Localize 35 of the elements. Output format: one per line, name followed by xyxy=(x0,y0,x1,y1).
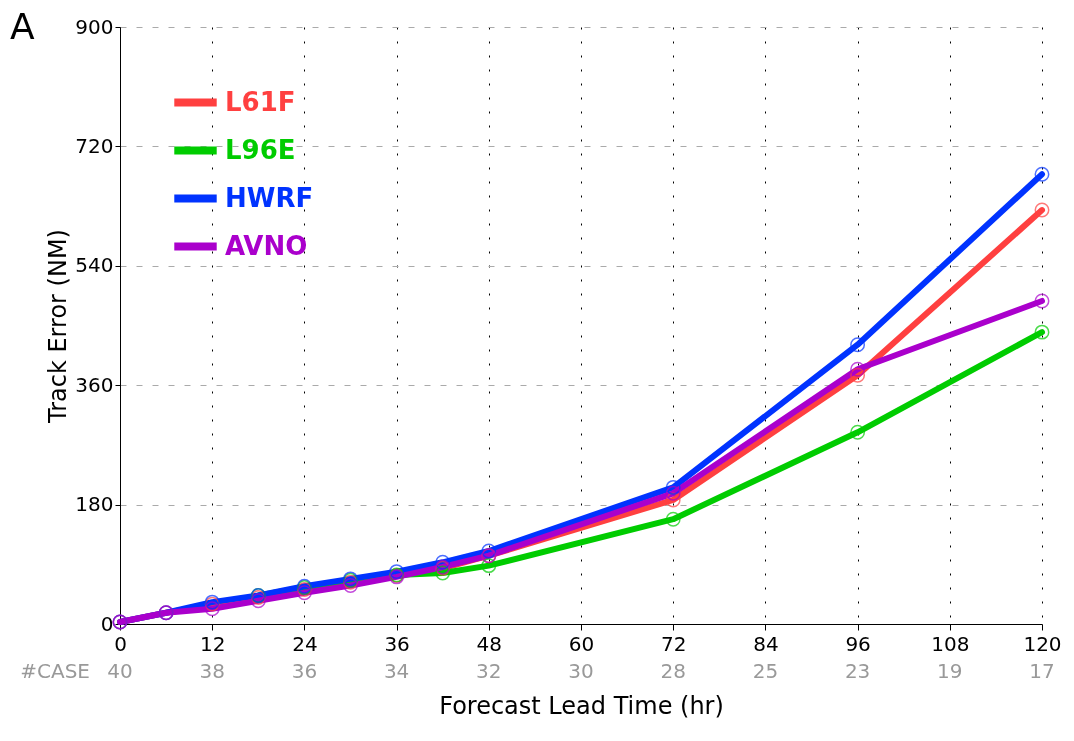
x-tick-label: 120 xyxy=(1023,631,1062,656)
y-tick-label: 540 xyxy=(75,253,114,278)
text: 28 xyxy=(660,659,686,683)
y-tick-label: 900 xyxy=(75,14,114,39)
y-tick-label: 360 xyxy=(75,372,114,397)
y-tick-label: 0 xyxy=(100,611,114,636)
chart-title: A xyxy=(10,6,35,47)
text: 19 xyxy=(937,659,963,683)
y-tick-label: 180 xyxy=(75,492,114,517)
text: 36 xyxy=(291,659,318,683)
x-tick-label: 84 xyxy=(753,631,779,656)
text: 38 xyxy=(199,659,225,683)
text: 34 xyxy=(383,659,410,683)
x-axis-title: Forecast Lead Time (hr) xyxy=(439,691,724,720)
x-tick-label: 24 xyxy=(292,631,318,656)
y-axis-title: Track Error (NM) xyxy=(44,229,73,424)
x-tick-label: 36 xyxy=(384,631,410,656)
x-tick-label: 72 xyxy=(660,631,687,656)
text: 32 xyxy=(476,659,502,683)
text: #CASE xyxy=(20,659,90,683)
x-tick-label: 108 xyxy=(931,631,970,656)
x-tick-label: 60 xyxy=(568,631,595,656)
text: 23 xyxy=(844,659,871,683)
x-tick-label: 12 xyxy=(199,631,226,656)
legend-label: HWRF xyxy=(225,182,314,213)
y-tick-label: 720 xyxy=(75,133,114,158)
legend-label: L61F xyxy=(225,86,296,117)
text: 40 xyxy=(107,659,133,683)
text: 30 xyxy=(568,659,594,683)
text: 25 xyxy=(752,659,779,683)
x-tick-label: 48 xyxy=(476,631,503,656)
legend-label: AVNO xyxy=(225,230,308,261)
legend-label: L96E xyxy=(225,134,296,165)
text: 17 xyxy=(1029,659,1055,683)
x-tick-label: 96 xyxy=(845,631,871,656)
